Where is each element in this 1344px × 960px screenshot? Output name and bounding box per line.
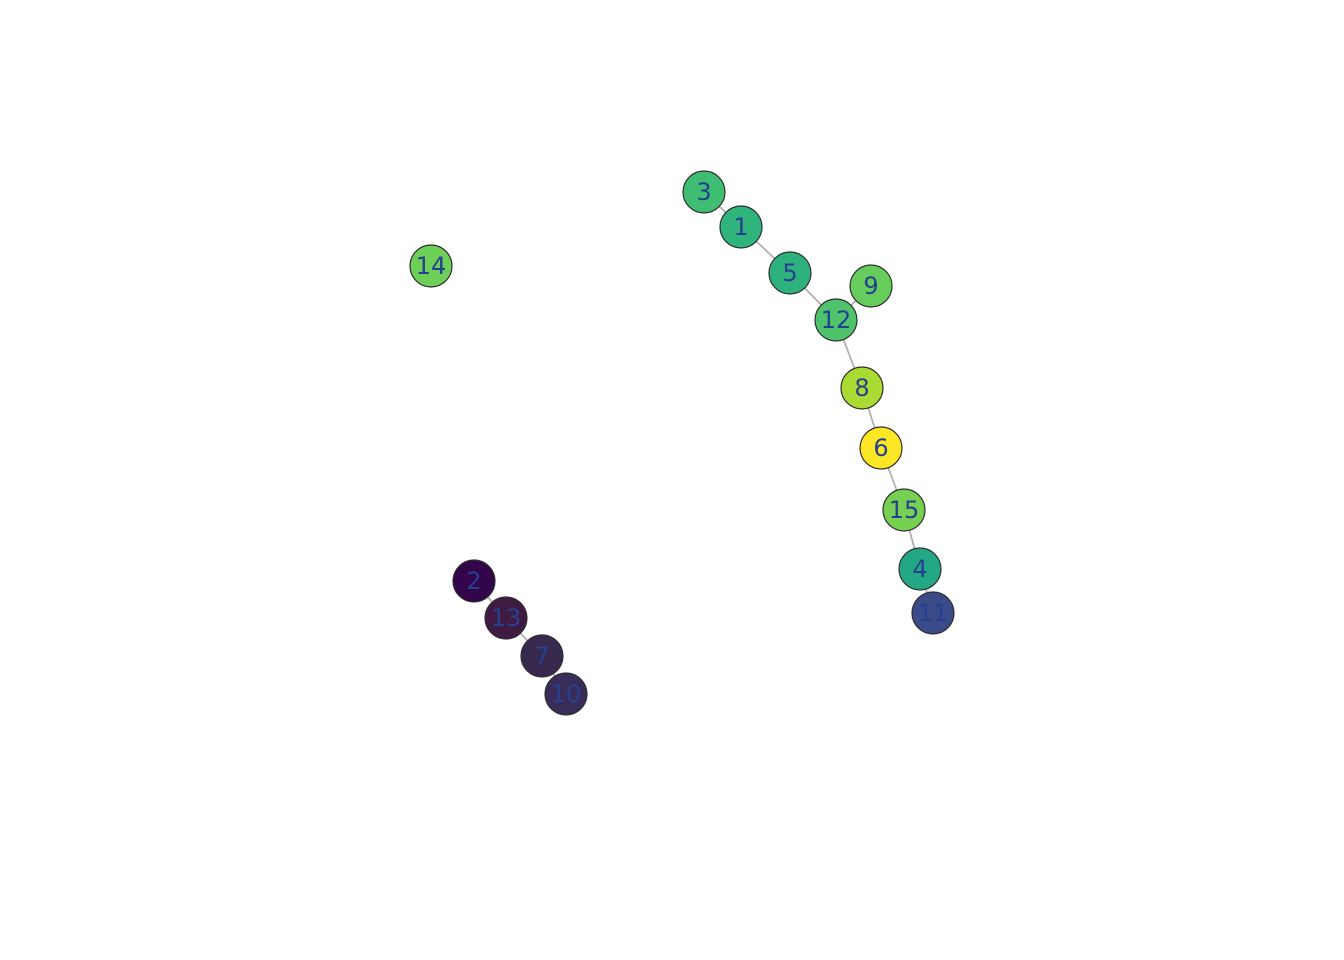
node-label: 2 [466,567,481,595]
node-label: 9 [863,272,878,300]
node-label: 15 [889,496,920,524]
node-label: 1 [733,213,748,241]
node-label: 14 [416,252,447,280]
node-label: 10 [551,680,582,708]
node-label: 13 [491,604,522,632]
node-label: 8 [854,374,869,402]
nodes-layer: 123456789101112131415 [410,171,954,715]
node-label: 12 [821,306,852,334]
network-graph: 123456789101112131415 [0,0,1344,960]
node-label: 6 [873,434,888,462]
node-label: 4 [912,555,927,583]
node-label: 5 [782,259,797,287]
node-label: 3 [696,178,711,206]
node-label: 7 [534,642,549,670]
node-label: 11 [918,599,949,627]
